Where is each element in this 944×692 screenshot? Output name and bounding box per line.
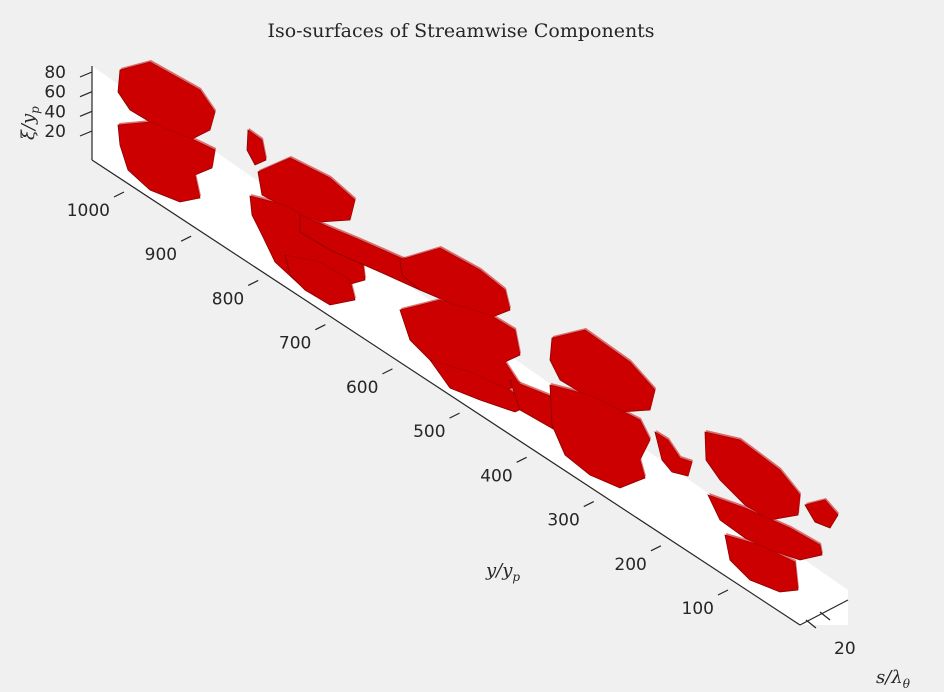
z-tick-mark (79, 71, 93, 78)
x-tick-label: 200 (614, 555, 646, 575)
y-axis-label-sub: θ (903, 677, 911, 691)
iso-surface-highlight (806, 498, 839, 526)
iso-surface-highlight (726, 533, 799, 590)
iso-surface-highlight (656, 430, 693, 474)
x-tick-mark (449, 412, 460, 419)
y-axis-ticks: 20 (805, 611, 856, 659)
y-tick-label: 20 (834, 639, 856, 659)
iso-surface-group (117, 60, 839, 593)
iso-surface-highlight (259, 156, 356, 220)
x-tick-mark (180, 235, 192, 242)
x-tick-mark (650, 545, 662, 552)
y-axis-label-main: s/λ (876, 667, 903, 688)
z-tick-label: 80 (44, 63, 66, 83)
x-axis-label-sub: p (512, 570, 520, 584)
iso-surface-highlight (551, 328, 656, 410)
x-axis-line (91, 159, 801, 626)
z-axis-label-sub: p (28, 106, 42, 114)
x-tick-label: 300 (547, 511, 579, 531)
x-tick-mark (717, 589, 729, 596)
iso-surface-highlight (431, 358, 531, 410)
z-tick-mark (79, 110, 93, 117)
x-tick-mark (113, 191, 125, 198)
iso-surface-highlight (251, 194, 366, 288)
x-tick-label: 900 (145, 245, 177, 265)
x-tick-label: 700 (279, 334, 311, 354)
x-tick-mark (315, 324, 326, 331)
x-tick-label: 800 (212, 289, 244, 309)
z-axis-label: ξ/yp (18, 106, 42, 140)
x-tick-label: 100 (682, 599, 714, 619)
iso-surface-highlight (119, 120, 216, 200)
iso-surface-highlight (709, 493, 823, 558)
z-axis-label-main: ξ/y (18, 113, 39, 140)
x-tick-mark (516, 456, 527, 463)
x-tick-label: 600 (346, 378, 378, 398)
iso-surface-highlight (551, 383, 651, 486)
z-tick-label: 60 (44, 83, 66, 103)
iso-surface-highlight (248, 128, 267, 163)
iso-surface-highlight (119, 60, 216, 138)
z-tick-label: 40 (44, 102, 66, 122)
x-tick-mark (382, 368, 393, 375)
x-axis-ticks: 100 200 300 400 500 600 700 800 900 1000 (67, 191, 729, 619)
y-tick-mark (819, 611, 831, 621)
z-tick-label: 20 (44, 122, 66, 142)
x-tick-mark (247, 279, 259, 286)
y-axis-label: s/λθ (876, 667, 911, 691)
z-tick-mark (79, 91, 93, 98)
y-tick-mark (805, 619, 817, 629)
x-tick-label: 500 (413, 422, 445, 442)
chart-title: Iso-surfaces of Streamwise Components (267, 20, 654, 42)
x-tick-label: 1000 (67, 201, 110, 221)
iso-surface-highlight (401, 298, 521, 390)
iso-surface-highlight (706, 430, 801, 518)
x-axis-label: y/yp (485, 560, 520, 584)
iso-surface-highlight (286, 253, 356, 303)
iso-surface-highlight (401, 246, 511, 316)
x-tick-mark (583, 501, 595, 508)
x-axis-label-main: y/y (485, 560, 513, 581)
z-tick-mark (79, 130, 93, 137)
x-tick-label: 400 (480, 466, 512, 486)
